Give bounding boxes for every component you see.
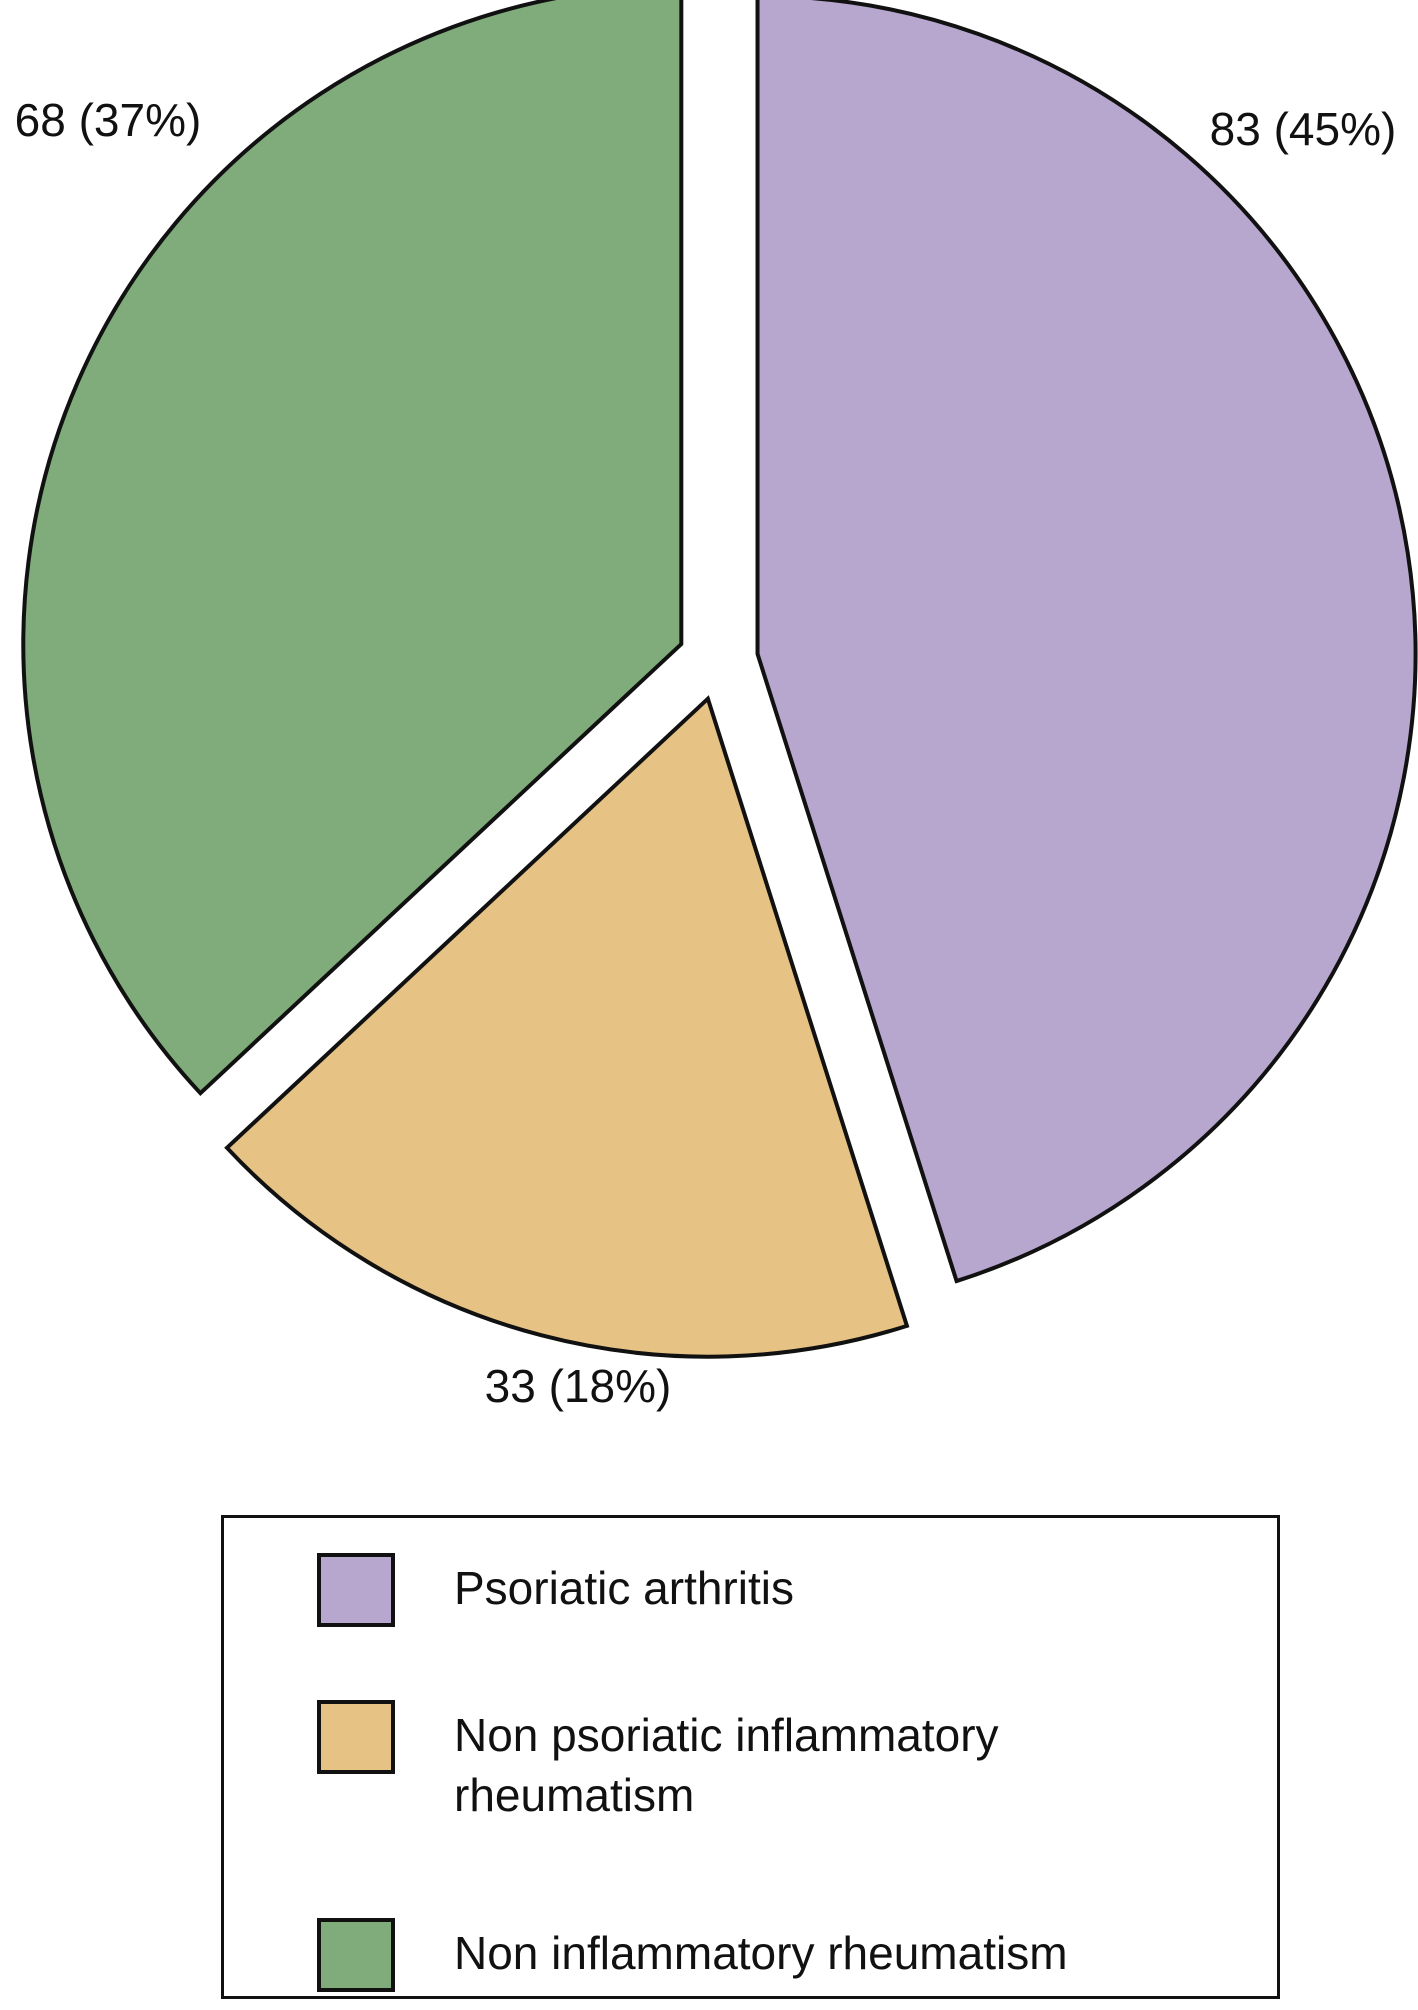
legend-label: Non psoriatic inflammatory rheumatism — [454, 1709, 999, 1821]
pie-slice — [224, 695, 910, 1359]
data-label: 33 (18%) — [485, 1360, 672, 1412]
data-label: 68 (37%) — [15, 94, 202, 146]
legend: Psoriatic arthritis Non psoriatic inflamm… — [221, 1515, 1280, 1999]
legend-label: Non inflammatory rheumatism — [454, 1927, 1068, 1979]
chart: 83 (45%) 33 (18%) 68 (37%) — [15, 0, 1418, 1412]
legend-swatch — [317, 1553, 395, 1627]
legend-swatch — [317, 1918, 395, 1992]
pie-slice — [755, 0, 1418, 1284]
legend-label: Psoriatic arthritis — [454, 1562, 794, 1614]
data-label: 83 (45%) — [1210, 103, 1397, 155]
pie-slice — [21, 0, 684, 1097]
legend-swatch — [317, 1700, 395, 1774]
